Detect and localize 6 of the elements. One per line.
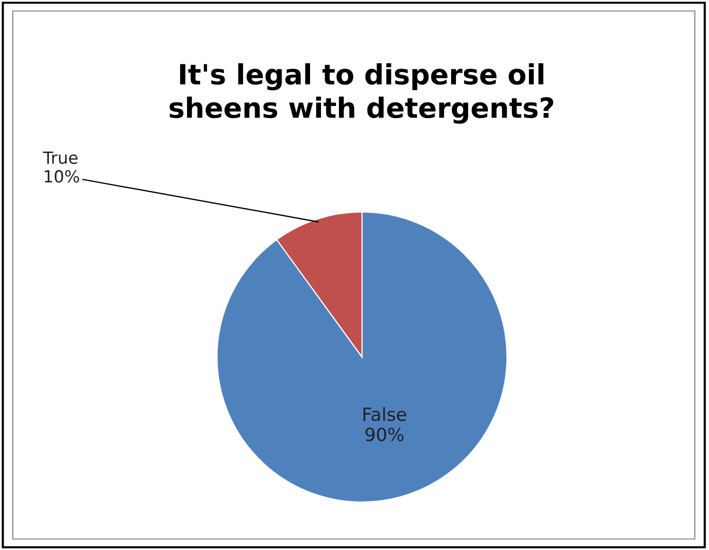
data-label: 10%: [44, 170, 80, 183]
slice-label: True: [42, 152, 78, 164]
slice-label: False: [364, 407, 406, 422]
data-label: 90%: [365, 428, 404, 442]
chart-title: It's legal to disperse oil sheens with detergents?: [170, 63, 554, 124]
pie-slice: [216, 211, 508, 503]
